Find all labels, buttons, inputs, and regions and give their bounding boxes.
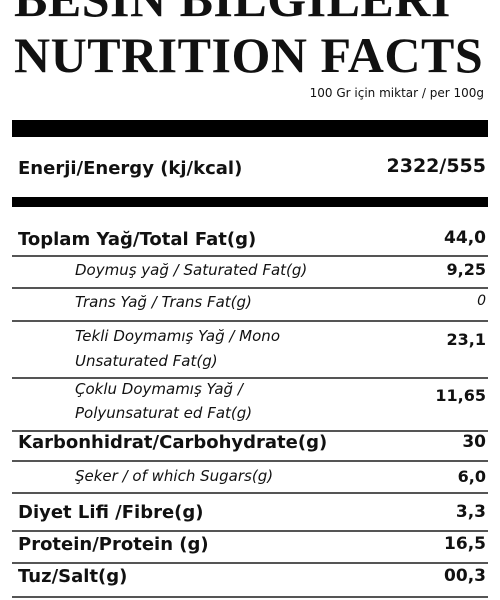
energy-value: 2322/555 bbox=[386, 155, 486, 177]
rule bbox=[12, 492, 488, 494]
row-label: Tuz/Salt(g) bbox=[18, 566, 128, 587]
row-label: Unsaturated Fat(g) bbox=[75, 352, 218, 370]
row-label: Diyet Lifi /Fibre(g) bbox=[18, 502, 204, 523]
row-value: 23,1 bbox=[446, 330, 486, 349]
row-value: 44,0 bbox=[444, 228, 486, 248]
row-label: Polyunsaturat ed Fat(g) bbox=[75, 404, 253, 422]
rule bbox=[12, 530, 488, 532]
row-value: 30 bbox=[462, 432, 486, 452]
row-label: Toplam Yağ/Total Fat(g) bbox=[18, 229, 257, 250]
row-label: Doymuş yağ / Saturated Fat(g) bbox=[75, 261, 308, 279]
row-label: Tekli Doymamış Yağ / Mono bbox=[75, 327, 280, 345]
row-label: Şeker / of which Sugars(g) bbox=[75, 467, 274, 485]
rule bbox=[12, 377, 488, 379]
subtitle: 100 Gr için miktar / per 100g bbox=[309, 86, 484, 100]
rule bbox=[12, 562, 488, 564]
row-value: 6,0 bbox=[457, 467, 486, 486]
row-label: Protein/Protein (g) bbox=[18, 534, 209, 555]
row-value: 00,3 bbox=[444, 566, 486, 586]
row-label: Trans Yağ / Trans Fat(g) bbox=[75, 293, 252, 311]
row-label: Çoklu Doymamış Yağ / bbox=[75, 380, 243, 398]
rule bbox=[12, 320, 488, 322]
row-value: 9,25 bbox=[446, 260, 486, 279]
rule bbox=[12, 287, 488, 289]
thick-bar bbox=[12, 197, 488, 207]
thick-bar bbox=[12, 120, 488, 137]
rule bbox=[12, 255, 488, 257]
row-label: Karbonhidrat/Carbohydrate(g) bbox=[18, 432, 328, 453]
rule bbox=[12, 596, 488, 598]
energy-label: Enerji/Energy (kj/kcal) bbox=[18, 158, 243, 179]
row-value: 11,65 bbox=[435, 386, 486, 405]
title: NUTRITION FACTS bbox=[14, 27, 484, 83]
row-value: 16,5 bbox=[444, 534, 486, 554]
row-value: 3,3 bbox=[455, 502, 486, 522]
rule bbox=[12, 460, 488, 462]
rule bbox=[12, 430, 488, 432]
row-value: 0 bbox=[477, 293, 486, 309]
title-tr: BESİN BİLGİLERİ bbox=[14, 0, 451, 28]
